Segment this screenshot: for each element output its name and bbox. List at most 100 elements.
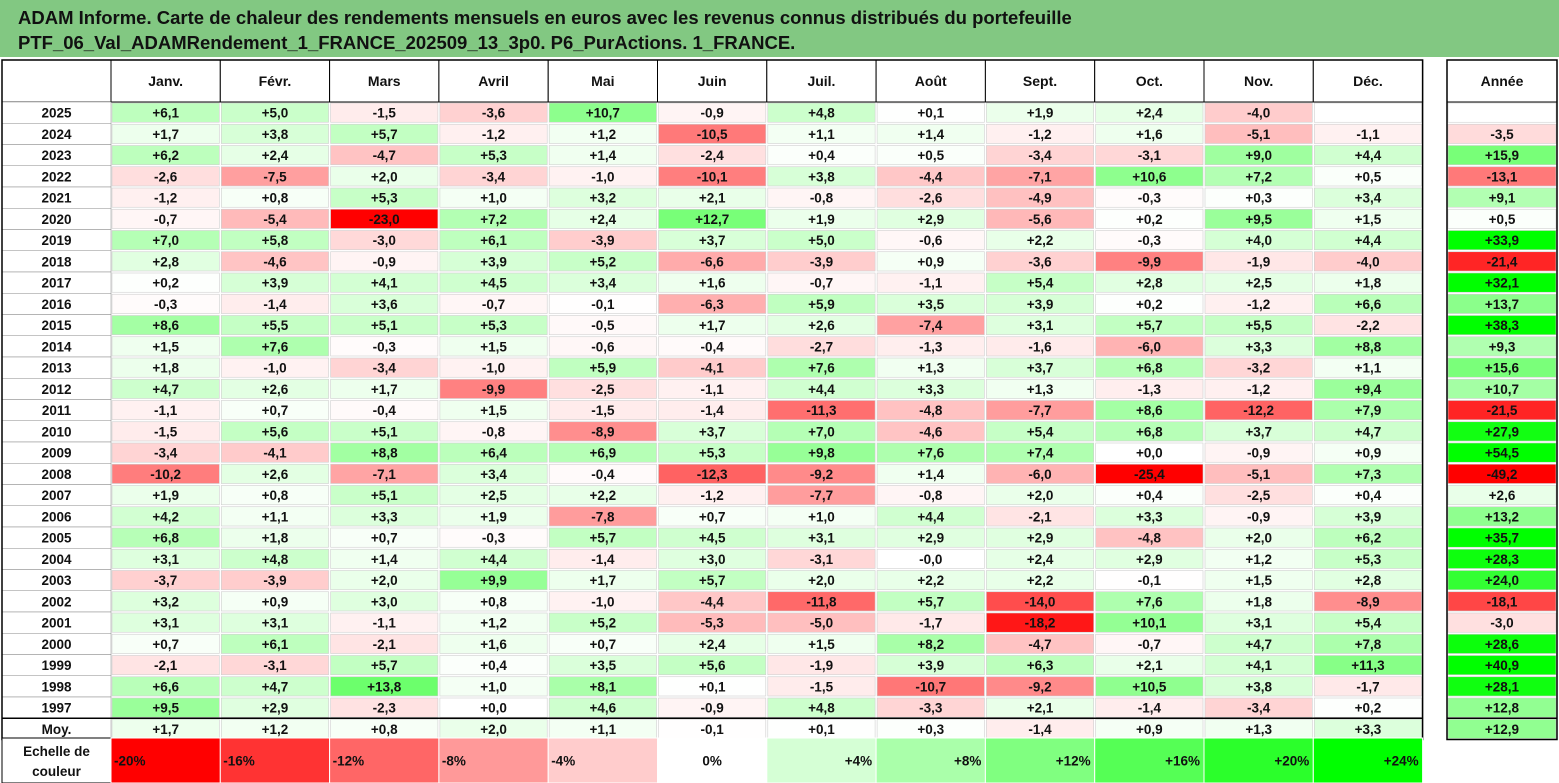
annual-cell [1447,718,1557,739]
heatmap-cell [221,230,329,251]
heatmap-cell-value: +0,3 [1245,191,1272,206]
heatmap-cell [1314,251,1422,272]
heatmap-cell-value: +3,9 [480,254,507,269]
heatmap-cell-value: +4,7 [1245,637,1272,652]
heatmap-cell [658,357,767,378]
heatmap-cell [111,378,220,399]
heatmap-cell [111,485,220,506]
annual-cell-value: +28,1 [1485,679,1520,694]
heatmap-cell-value: -11,3 [806,403,837,418]
annual-cell [1447,293,1557,314]
heatmap-cell [1314,463,1422,484]
heatmap-cell [111,166,220,187]
annual-cell-value: -3,5 [1490,127,1514,142]
heatmap-cell-value: -3,4 [1028,148,1052,163]
heatmap-cell [330,570,439,591]
heatmap-cell-value: -1,7 [1356,679,1379,694]
heatmap-cell-value: +1,1 [808,127,835,142]
heatmap-cell [548,145,657,166]
heatmap-cell [221,676,329,697]
year-row-year-label: 2003 [41,573,72,588]
heatmap-cell-value: -2,6 [919,191,943,206]
heatmap-cell [1314,378,1422,399]
heatmap-cell [1314,676,1422,697]
heatmap-cell-value: -1,1 [701,382,725,397]
heatmap-cell-value: +4,5 [699,531,726,546]
heatmap-cell-value: +5,7 [917,594,944,609]
heatmap-cell-value: -5,3 [701,616,725,631]
heatmap-cell-value: -3,1 [810,552,834,567]
annual-cell-value: +0,5 [1489,212,1516,227]
year-row-year-label: 2021 [41,191,72,206]
heatmap-cell-value: +5,9 [590,361,617,376]
heatmap-cell [986,102,1095,123]
heatmap-cell-value: +3,3 [1245,339,1272,354]
heatmap-cell [986,506,1095,527]
heatmap-cell [548,442,657,463]
heatmap-cell [221,591,329,612]
heatmap-cell [1314,187,1422,208]
heatmap-cell-value: +5,4 [1027,276,1054,291]
heatmap-cell-value: +7,2 [480,212,507,227]
heatmap-cell [439,357,548,378]
heatmap-cell-value: +0,8 [262,191,289,206]
heatmap-cell [111,230,220,251]
heatmap-cell [876,272,985,293]
heatmap-cell [111,315,220,336]
heatmap-cell-value: +10,7 [586,106,620,121]
heatmap-cell-value: -0,3 [154,297,178,312]
heatmap-cell [111,697,220,718]
heatmap-cell [876,570,985,591]
heatmap-cell [439,527,548,548]
month-header-cell [1094,59,1205,103]
heatmap-cell [330,421,439,442]
heatmap-cell-value: -8,9 [1356,594,1379,609]
heatmap-cell-value: +3,8 [262,127,289,142]
heatmap-cell [876,421,985,442]
heatmap-cell-value: -3,4 [482,169,506,184]
year-row-year-label: 2012 [41,382,71,397]
heatmap-cell [986,187,1095,208]
heatmap-cell [111,442,220,463]
heatmap-cell [330,102,439,123]
heatmap-cell [330,463,439,484]
heatmap-cell [986,527,1095,548]
heatmap-cell-value: -0,8 [810,191,834,206]
heatmap-cell [767,570,876,591]
scale-swatch [766,737,877,783]
heatmap-cell [1314,591,1422,612]
heatmap-cell-value: +0,4 [808,148,835,163]
heatmap-cell-value: +4,4 [808,382,835,397]
heatmap-cell-value: +5,3 [480,148,507,163]
heatmap-cell [1314,145,1422,166]
heatmap-cell-value: +2,4 [699,637,726,652]
heatmap-cell [767,697,876,718]
heatmap-cell [1204,591,1313,612]
heatmap-cell [767,400,876,421]
heatmap-cell-value: +10,1 [1132,616,1167,631]
heatmap-cell-value: +1,0 [480,679,507,694]
heatmap-cell-value: -4,0 [1247,106,1270,121]
month-header-cell [329,59,440,103]
heatmap-cell [1204,123,1313,144]
heatmap-cell [221,251,329,272]
heatmap-cell [111,612,220,633]
heatmap-cell [548,506,657,527]
heatmap-cell [330,251,439,272]
heatmap-cell-value: +0,1 [917,106,944,121]
heatmap-cell-value: +3,3 [1355,722,1382,737]
heatmap-cell-value: -1,1 [1356,127,1380,142]
heatmap-cell [330,527,439,548]
heatmap-cell [548,591,657,612]
heatmap-cell-value: +4,6 [590,701,617,716]
heatmap-cell [658,506,767,527]
heatmap-cell-value: +2,0 [1027,488,1054,503]
heatmap-cell [658,187,767,208]
annual-cell [1447,378,1557,399]
heatmap-cell-value: -3,9 [810,254,833,269]
scale-swatch [219,737,331,783]
heatmap-cell [767,612,876,633]
heatmap-cell [330,272,439,293]
heatmap-cell-value: -4,8 [1138,531,1162,546]
